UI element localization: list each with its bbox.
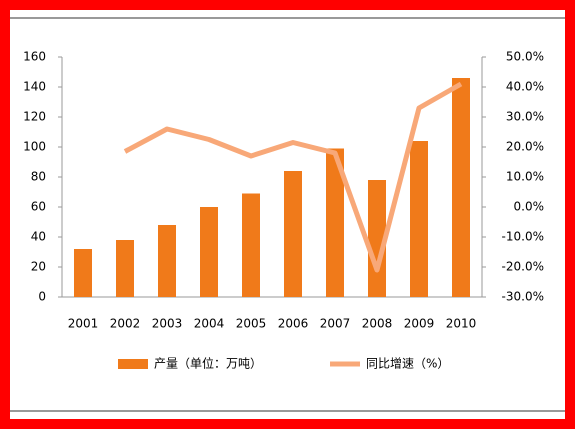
- y-tick-label: 0: [38, 290, 46, 304]
- x-tick-label: 2007: [320, 317, 351, 331]
- x-tick-label: 2002: [110, 317, 141, 331]
- x-tick-label: 2005: [236, 317, 267, 331]
- x-tick-label: 2003: [152, 317, 183, 331]
- y2-tick-label: 30.0%: [506, 110, 544, 124]
- y-tick-label: 20: [31, 260, 46, 274]
- x-tick-label: 2009: [404, 317, 435, 331]
- line: [123, 81, 463, 273]
- x-tick-label: 2010: [446, 317, 477, 331]
- bar: [326, 148, 344, 297]
- bar: [200, 207, 218, 297]
- legend-label: 产量（单位：万吨）: [154, 356, 262, 371]
- y2-tick-label: 0.0%: [514, 200, 545, 214]
- bar: [116, 240, 134, 297]
- y-tick-label: 60: [31, 200, 46, 214]
- legend-label: 同比增速（%）: [366, 357, 449, 371]
- x-tick-label: 2001: [68, 317, 99, 331]
- x-tick-label: 2006: [278, 317, 309, 331]
- bar: [452, 78, 470, 297]
- y-tick-label: 120: [23, 110, 46, 124]
- bar: [284, 171, 302, 297]
- y2-tick-label: -30.0%: [502, 290, 544, 304]
- y2-tick-label: 20.0%: [506, 140, 544, 154]
- y2-tick-label: 40.0%: [506, 80, 544, 94]
- y-tick-label: 140: [23, 80, 46, 94]
- legend-swatch: [118, 359, 148, 369]
- y2-tick-label: 50.0%: [506, 50, 544, 64]
- x-tick-label: 2004: [194, 317, 225, 331]
- bar: [242, 193, 260, 297]
- y2-tick-label: 10.0%: [506, 170, 544, 184]
- y2-tick-label: -10.0%: [502, 230, 544, 244]
- y2-tick-label: -20.0%: [502, 260, 544, 274]
- bar: [158, 225, 176, 297]
- y-tick-label: 80: [31, 170, 46, 184]
- y-tick-label: 40: [31, 230, 46, 244]
- y-tick-label: 100: [23, 140, 46, 154]
- y-tick-label: 160: [23, 50, 46, 64]
- bar: [368, 180, 386, 297]
- x-tick-label: 2008: [362, 317, 393, 331]
- bar: [74, 249, 92, 297]
- bar: [410, 141, 428, 297]
